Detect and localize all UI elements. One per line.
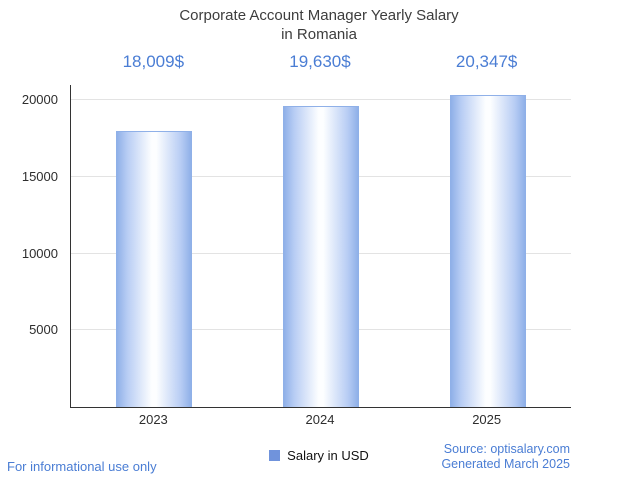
legend-swatch-icon — [269, 449, 281, 461]
x-axis-label: 2023 — [138, 412, 168, 427]
bar-value-label: 18,009$ — [122, 52, 185, 71]
bar-value-label: 20,347$ — [455, 52, 518, 71]
chart-title-line2: in Romania — [281, 26, 357, 43]
x-axis-label: 2024 — [305, 412, 335, 427]
y-axis-tick-label: 20000 — [21, 92, 58, 108]
plot-area — [70, 85, 571, 408]
legend: Salary in USD — [0, 447, 638, 463]
y-axis-tick-label: 15000 — [21, 169, 58, 184]
chart-title-line1: Corporate Account Manager Yearly Salary — [179, 7, 459, 24]
bar-value-label: 19,630$ — [289, 52, 351, 71]
x-axis-label: 2025 — [472, 412, 502, 427]
chart-title: Corporate Account Manager Yearly Salary … — [0, 6, 638, 44]
disclaimer-text: For informational use only — [7, 459, 157, 474]
source-text: Source: optisalary.com — [443, 442, 570, 456]
y-axis-tick-label: 10000 — [21, 245, 58, 261]
x-axis-labels: 2023 2024 2025 — [70, 412, 570, 430]
source-block: Source: optisalary.com Generated March 2… — [441, 442, 570, 472]
bar-2025 — [449, 95, 526, 407]
gridline — [71, 99, 571, 101]
y-axis-tick-labels: 5000 10000 15000 20000 — [0, 85, 64, 407]
y-axis-tick-label: 5000 — [29, 322, 58, 338]
bar-value-labels-row: 18,009$ 19,630$ 20,347$ — [70, 52, 570, 76]
generated-text: Generated March 2025 — [441, 457, 570, 471]
bar-2024 — [283, 106, 359, 407]
bar-2023 — [116, 131, 193, 407]
legend-label: Salary in USD — [287, 447, 369, 463]
